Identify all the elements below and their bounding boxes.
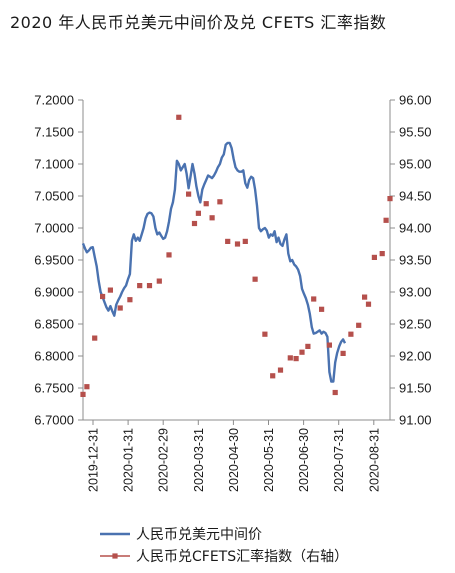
y-right-tick-label: 94.00 (399, 221, 432, 236)
cfets-marker (156, 278, 162, 284)
cfets-marker (137, 283, 143, 289)
x-tick-label: 2020-07-31 (332, 428, 346, 492)
y-left-tick-label: 6.9000 (34, 285, 74, 300)
x-tick-label: 2020-05-31 (262, 428, 276, 492)
y-right-tick-label: 92.00 (399, 349, 432, 364)
cfets-marker (80, 391, 86, 397)
cfets-marker (332, 389, 338, 396)
y-left-tick-label: 6.7000 (34, 413, 74, 428)
cfets-marker (127, 297, 133, 303)
x-tick-label: 2020-02-29 (157, 428, 171, 492)
cfets-marker (319, 306, 325, 312)
cfets-marker (348, 331, 354, 337)
y-right-tick-label: 91.50 (399, 381, 432, 396)
y-right-tick-label: 93.00 (399, 285, 432, 300)
x-tick-label: 2020-06-30 (297, 428, 311, 492)
x-tick-label: 2020-08-31 (367, 428, 381, 492)
y-left-tick-label: 6.8500 (34, 317, 74, 332)
cfets-marker (379, 251, 385, 257)
cfets-marker (84, 384, 90, 390)
legend-swatch-marker (112, 553, 118, 559)
cfets-marker (371, 254, 377, 260)
cfets-marker (362, 294, 368, 300)
chart-title: 2020 年人民币兑美元中间价及兑 CFETS 汇率指数 (10, 13, 387, 32)
cfets-marker (117, 305, 123, 311)
x-tick-label: 2020-01-31 (122, 428, 136, 492)
y-right-tick-label: 95.50 (399, 125, 432, 140)
cfets-marker (311, 296, 317, 302)
cfets-marker (262, 331, 268, 337)
cfets-marker (107, 287, 113, 293)
cfets-marker (191, 220, 198, 227)
cfets-marker (92, 335, 98, 341)
y-right-tick-label: 91.00 (399, 413, 432, 428)
x-tick-label: 2019-12-31 (87, 428, 101, 492)
legend-label: 人民币兑美元中间价 (136, 527, 262, 543)
cfets-marker (365, 301, 372, 307)
y-left-tick-label: 7.1500 (34, 125, 74, 140)
cfets-marker (209, 215, 215, 221)
y-left-tick-label: 7.0500 (34, 189, 74, 204)
cfets-marker (387, 196, 393, 202)
x-tick-label: 2020-04-30 (227, 428, 241, 492)
cfets-marker (146, 283, 153, 289)
cfets-marker (217, 199, 223, 205)
y-right-tick-label: 92.50 (399, 317, 432, 332)
y-right-tick-label: 96.00 (399, 93, 432, 108)
cfets-marker (270, 373, 276, 379)
y-left-tick-label: 7.1000 (34, 157, 74, 172)
cfets-marker (195, 210, 201, 216)
y-right-tick-label: 95.00 (399, 157, 432, 172)
y-left-tick-label: 6.7500 (34, 381, 74, 396)
y-left-tick-label: 7.0000 (34, 221, 74, 236)
y-left-tick-label: 7.2000 (34, 93, 74, 108)
cfets-marker (186, 191, 192, 197)
legend-label: 人民币兑CFETS汇率指数（右轴） (136, 548, 348, 565)
cfets-marker (340, 350, 346, 356)
cfets-marker (293, 356, 299, 362)
cfets-marker (287, 355, 293, 361)
cfets-marker (252, 276, 258, 282)
cfets-marker (203, 201, 209, 207)
cfets-marker (225, 238, 231, 244)
cfets-marker (234, 241, 241, 247)
cfets-marker (176, 114, 182, 120)
y-right-tick-label: 93.50 (399, 253, 432, 268)
cfets-marker (100, 293, 106, 300)
series-line-usd-cny (81, 141, 347, 383)
cfets-marker (356, 322, 362, 328)
cfets-marker (166, 252, 172, 258)
y-left-tick-label: 6.8000 (34, 349, 74, 364)
x-tick-label: 2020-03-31 (192, 428, 206, 492)
cfets-marker (383, 217, 389, 223)
y-right-tick-label: 94.50 (399, 189, 432, 204)
cfets-marker (242, 238, 248, 244)
y-left-tick-label: 6.9500 (34, 253, 74, 268)
cfets-marker (299, 349, 305, 355)
cfets-marker (277, 367, 284, 373)
cfets-marker (326, 342, 332, 348)
cfets-marker (305, 343, 311, 349)
